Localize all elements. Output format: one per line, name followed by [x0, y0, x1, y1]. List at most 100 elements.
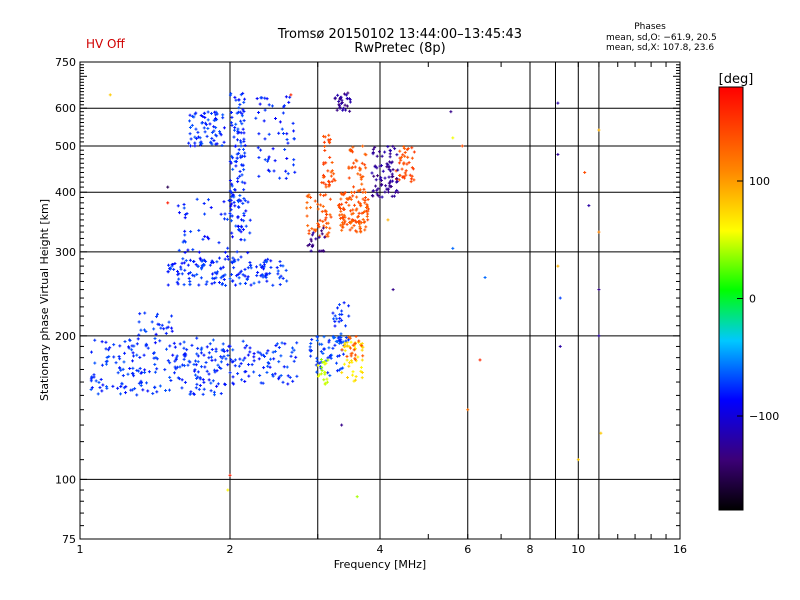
data-point [135, 353, 139, 357]
data-point [360, 348, 364, 352]
data-point [323, 209, 327, 213]
data-point [199, 276, 203, 280]
data-point [143, 311, 147, 315]
data-point [183, 354, 187, 358]
data-point [365, 205, 369, 209]
data-point [220, 348, 224, 352]
chart-title: Tromsø 20150102 13:44:00–13:45:43 [277, 27, 523, 42]
data-point [263, 96, 267, 100]
data-point [388, 160, 392, 164]
data-point [597, 230, 601, 234]
data-point [201, 264, 205, 268]
data-point [99, 377, 103, 381]
data-point [215, 384, 219, 388]
data-point [261, 381, 265, 385]
data-point [321, 360, 325, 364]
data-point [158, 339, 162, 343]
data-point [223, 257, 227, 261]
data-point [307, 193, 311, 197]
data-point [236, 127, 240, 131]
data-point [221, 282, 225, 286]
data-point [127, 345, 131, 349]
data-point [219, 355, 223, 359]
data-point [348, 209, 352, 213]
data-point [316, 207, 320, 211]
data-point [308, 242, 312, 246]
data-point [352, 161, 356, 165]
data-point [230, 182, 234, 186]
data-point [175, 354, 179, 358]
data-point [323, 144, 327, 148]
data-point [233, 188, 237, 192]
data-point [174, 358, 178, 362]
data-point [326, 221, 330, 225]
data-point [361, 217, 365, 221]
data-point [146, 346, 150, 350]
data-point [232, 135, 236, 139]
data-point [387, 167, 391, 171]
data-point [343, 219, 347, 223]
data-point [130, 348, 134, 352]
data-point [352, 203, 356, 207]
data-point [362, 220, 366, 224]
data-point [120, 382, 124, 386]
data-point [281, 264, 285, 268]
data-point [239, 154, 243, 158]
data-point [187, 272, 191, 276]
data-point [182, 357, 186, 361]
data-point [187, 141, 191, 145]
data-point [340, 318, 344, 322]
data-point [333, 324, 337, 328]
data-point [321, 351, 325, 355]
data-point [122, 360, 126, 364]
data-point [195, 352, 199, 356]
data-point [130, 371, 134, 375]
data-point [391, 144, 395, 148]
data-point [220, 144, 224, 148]
data-point [407, 161, 411, 165]
data-point [331, 346, 335, 350]
data-point [366, 198, 370, 202]
data-point [358, 225, 362, 229]
data-point [265, 97, 269, 101]
data-point [276, 269, 280, 273]
data-point [310, 338, 314, 342]
data-point [204, 360, 208, 364]
data-point [243, 143, 247, 147]
data-point [158, 384, 162, 388]
data-point [271, 147, 275, 151]
data-point [261, 273, 265, 277]
data-point [89, 388, 93, 392]
data-point [237, 205, 241, 209]
data-point [235, 250, 239, 254]
data-point [182, 202, 186, 206]
data-point [358, 201, 362, 205]
data-point [328, 353, 332, 357]
data-point [244, 209, 248, 213]
data-point [284, 268, 288, 272]
data-point [155, 357, 159, 361]
data-point [292, 129, 296, 133]
data-point [345, 340, 349, 344]
data-point [212, 139, 216, 143]
data-point [215, 112, 219, 116]
data-point [371, 189, 375, 193]
data-point [189, 230, 193, 234]
data-point [391, 288, 395, 292]
data-point [343, 349, 347, 353]
data-point [388, 152, 392, 156]
data-point [330, 161, 334, 165]
data-point [380, 154, 384, 158]
data-point [361, 345, 365, 349]
data-point [138, 355, 142, 359]
data-point [206, 110, 210, 114]
data-point [556, 264, 560, 268]
data-point [332, 317, 336, 321]
data-point [283, 148, 287, 152]
data-point [378, 164, 382, 168]
data-point [356, 355, 360, 359]
data-point [278, 120, 282, 124]
data-point [338, 316, 342, 320]
data-point [363, 163, 367, 167]
data-point [325, 232, 329, 236]
